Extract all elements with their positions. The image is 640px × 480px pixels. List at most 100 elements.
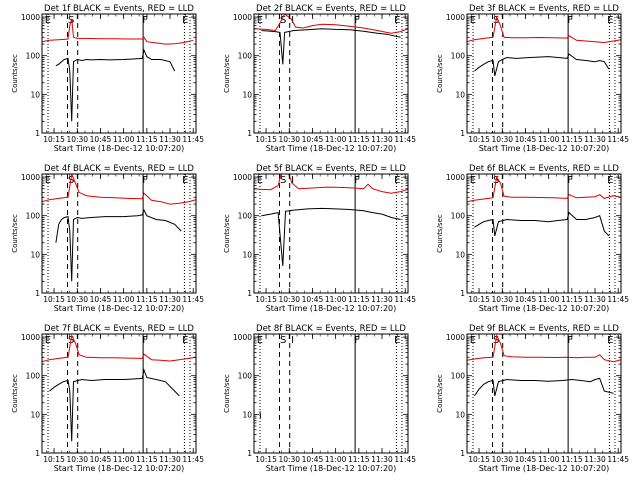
y-tick-label: 10	[30, 250, 40, 259]
x-tick-label: 11:15	[348, 295, 370, 304]
event-marker: E	[607, 175, 613, 186]
event-marker: E	[394, 175, 400, 186]
event-marker: E	[394, 335, 400, 346]
y-tick-label: 100	[451, 52, 466, 61]
x-axis-label: Start Time (18-Dec-12 10:07:20)	[266, 464, 397, 473]
events-series-line	[261, 207, 401, 267]
y-tick-label: 1000	[21, 173, 40, 182]
x-axis-label: Start Time (18-Dec-12 10:07:20)	[54, 144, 185, 153]
x-tick-label: 10:45	[515, 295, 537, 304]
event-marker: F	[142, 15, 148, 26]
plot-frame	[41, 173, 197, 294]
y-tick-label: 100	[26, 52, 41, 61]
event-marker: E	[45, 335, 51, 346]
y-tick-label: 1	[460, 289, 465, 298]
panel-title: Det 1f BLACK = Events, RED = LLD	[44, 4, 194, 14]
x-tick-label: 10:15	[468, 455, 490, 464]
x-tick-label: 10:30	[278, 295, 300, 304]
x-tick-label: 11:15	[136, 455, 158, 464]
x-tick-label: 11:00	[113, 455, 135, 464]
x-tick-label: 11:00	[325, 455, 347, 464]
x-tick-label: 11:30	[159, 455, 181, 464]
y-axis-label: Counts/sec	[11, 54, 19, 93]
x-tick-label: 10:45	[90, 135, 112, 144]
x-axis-label: Start Time (18-Dec-12 10:07:20)	[479, 464, 610, 473]
y-tick-label: 10	[455, 90, 465, 99]
x-tick-label: 10:30	[491, 135, 513, 144]
x-tick-label: 11:30	[371, 135, 393, 144]
y-tick-label: 1000	[446, 173, 465, 182]
x-tick-label: 11:15	[348, 135, 370, 144]
event-marker: E	[45, 175, 51, 186]
x-tick-label: 11:45	[182, 295, 204, 304]
y-tick-label: 10	[30, 90, 40, 99]
plot-frame	[253, 333, 409, 454]
plot-frame	[41, 13, 197, 134]
x-tick-label: 11:45	[182, 455, 204, 464]
y-tick-label: 1	[247, 129, 252, 138]
y-tick-label: 10	[242, 90, 252, 99]
panel-title: Det 3f BLACK = Events, RED = LLD	[469, 4, 619, 14]
y-tick-label: 1	[35, 449, 40, 458]
events-series-line	[55, 208, 182, 282]
event-marker: S	[280, 175, 286, 186]
x-tick-label: 10:30	[66, 135, 88, 144]
x-tick-label: 10:15	[255, 455, 277, 464]
x-tick-label: 11:30	[159, 135, 181, 144]
event-marker: F	[142, 335, 148, 346]
x-axis-label: Start Time (18-Dec-12 10:07:20)	[266, 304, 397, 313]
x-axis-label: Start Time (18-Dec-12 10:07:20)	[54, 464, 185, 473]
x-tick-label: 10:45	[90, 295, 112, 304]
y-axis-label: Counts/sec	[11, 214, 19, 253]
event-marker: E	[182, 175, 188, 186]
x-tick-label: 11:00	[325, 135, 347, 144]
x-tick-label: 11:45	[394, 135, 416, 144]
plot-frame	[466, 333, 622, 454]
event-marker: E	[257, 175, 263, 186]
x-tick-label: 10:15	[43, 455, 65, 464]
panel-title: Det 9f BLACK = Events, RED = LLD	[469, 324, 619, 334]
panel-title: Det 4f BLACK = Events, RED = LLD	[44, 164, 194, 174]
event-marker: F	[354, 15, 360, 26]
x-tick-label: 10:15	[468, 295, 490, 304]
event-marker: F	[354, 335, 360, 346]
y-axis-label: Counts/sec	[223, 374, 231, 413]
event-marker: F	[567, 335, 573, 346]
y-tick-label: 10	[455, 250, 465, 259]
x-tick-label: 11:45	[394, 295, 416, 304]
y-tick-label: 1000	[21, 333, 40, 342]
lld-series-line	[254, 174, 408, 194]
x-tick-label: 11:30	[159, 295, 181, 304]
x-tick-label: 11:45	[394, 455, 416, 464]
y-axis-label: Counts/sec	[436, 374, 444, 413]
y-tick-label: 1000	[21, 13, 40, 22]
event-marker: E	[607, 15, 613, 26]
event-marker: F	[354, 175, 360, 186]
x-tick-label: 11:15	[348, 455, 370, 464]
plot-frame	[253, 13, 409, 134]
x-tick-label: 10:45	[302, 455, 324, 464]
x-tick-label: 11:00	[538, 135, 560, 144]
x-tick-label: 10:45	[515, 455, 537, 464]
event-marker: I	[291, 175, 294, 186]
x-tick-label: 10:30	[66, 295, 88, 304]
lld-series-line	[42, 334, 196, 363]
y-tick-label: 1	[35, 129, 40, 138]
events-series-line	[49, 368, 180, 442]
x-tick-label: 10:15	[43, 295, 65, 304]
plot-frame	[41, 333, 197, 454]
event-marker: S	[280, 15, 286, 26]
y-tick-label: 1000	[446, 333, 465, 342]
y-tick-label: 1	[35, 289, 40, 298]
event-marker: E	[607, 335, 613, 346]
lld-series-line	[467, 15, 621, 44]
event-marker: S	[280, 335, 286, 346]
lld-series-line	[467, 334, 621, 363]
y-tick-label: 1	[460, 449, 465, 458]
y-tick-label: 10	[242, 410, 252, 419]
